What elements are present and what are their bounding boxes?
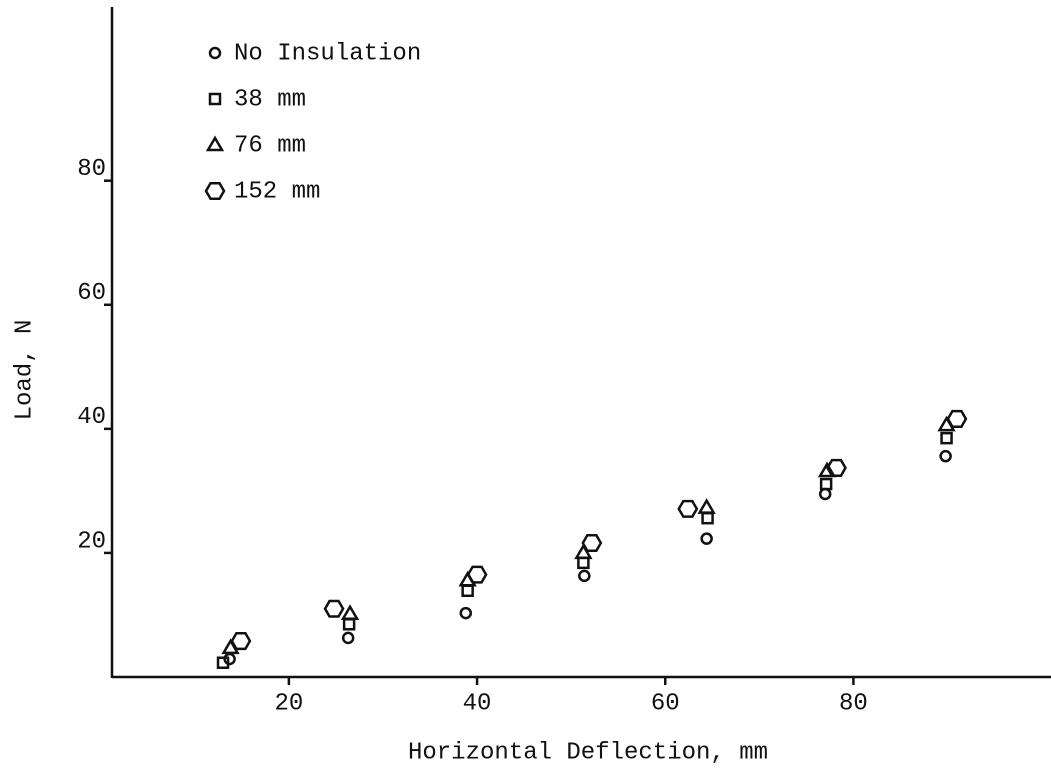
y-tick-label: 20 bbox=[77, 528, 106, 555]
legend-marker bbox=[208, 92, 222, 106]
point bbox=[818, 487, 832, 501]
x-tick-label: 60 bbox=[651, 690, 680, 717]
point bbox=[701, 511, 714, 525]
point bbox=[461, 584, 474, 598]
point bbox=[577, 556, 590, 570]
point bbox=[578, 569, 591, 583]
point bbox=[581, 533, 603, 553]
point bbox=[946, 409, 968, 428]
legend-label: 152 mm bbox=[234, 178, 320, 205]
point bbox=[223, 652, 236, 666]
x-axis-label: Horizontal Deflection, mm bbox=[408, 739, 768, 766]
point bbox=[230, 631, 252, 651]
legend-label: 38 mm bbox=[234, 86, 306, 113]
legend-marker bbox=[204, 181, 226, 201]
point bbox=[342, 618, 356, 631]
y-axis-label: Load, N bbox=[11, 320, 38, 421]
point bbox=[700, 532, 713, 545]
point bbox=[826, 458, 847, 477]
point bbox=[216, 656, 230, 669]
x-tick-label: 40 bbox=[463, 690, 492, 717]
legend-label: 76 mm bbox=[234, 132, 306, 159]
legend-marker bbox=[205, 135, 225, 152]
point bbox=[940, 431, 953, 445]
point bbox=[340, 604, 360, 620]
y-tick-label: 60 bbox=[77, 280, 106, 307]
point bbox=[817, 461, 837, 478]
x-tick-label: 20 bbox=[274, 690, 303, 717]
legend-label: No Insulation bbox=[234, 40, 421, 67]
point bbox=[323, 599, 345, 618]
y-tick-label: 40 bbox=[77, 404, 106, 431]
point bbox=[459, 606, 473, 620]
point bbox=[466, 565, 488, 584]
y-tick-label: 80 bbox=[77, 156, 106, 183]
legend-marker bbox=[208, 46, 222, 60]
x-tick-label: 80 bbox=[839, 690, 868, 717]
point bbox=[819, 477, 833, 491]
point bbox=[341, 631, 355, 645]
point bbox=[677, 499, 699, 518]
point bbox=[939, 449, 952, 463]
point bbox=[697, 498, 716, 514]
